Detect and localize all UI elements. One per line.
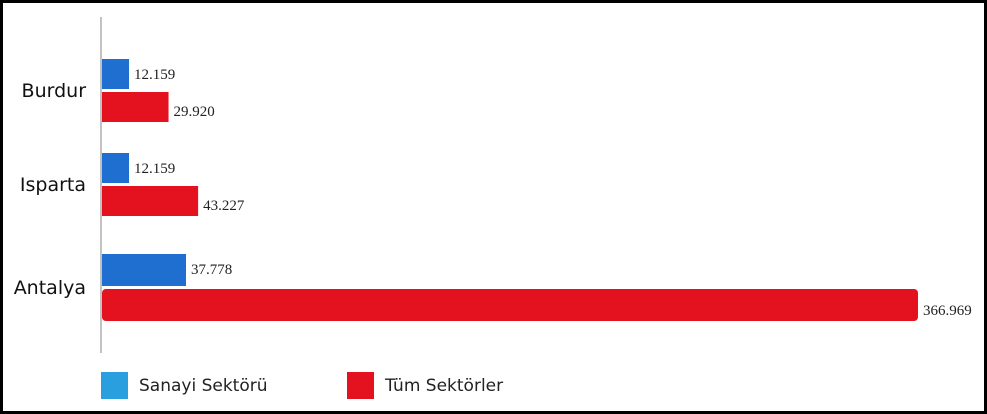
legend-label-tum: Tüm Sektörler bbox=[384, 376, 503, 396]
legend-swatch-tum bbox=[347, 372, 374, 399]
value-label-t-m-sekt-rler-burdur: 29.920 bbox=[174, 104, 215, 120]
bar-sanayi-sekt-r--antalya bbox=[102, 254, 187, 286]
legend: Sanayi Sektörü Tüm Sektörler bbox=[101, 372, 503, 399]
legend-label-sanayi: Sanayi Sektörü bbox=[139, 376, 268, 396]
category-label-antalya: Antalya bbox=[14, 277, 86, 299]
value-label-sanayi-sekt-r--isparta: 12.159 bbox=[134, 161, 175, 177]
value-label-sanayi-sekt-r--burdur: 12.159 bbox=[134, 67, 175, 83]
value-label-t-m-sekt-rler-isparta: 43.227 bbox=[203, 198, 245, 214]
bar-t-m-sekt-rler-antalya bbox=[102, 289, 918, 321]
value-label-sanayi-sekt-r--antalya: 37.778 bbox=[191, 262, 232, 278]
bar-t-m-sekt-rler-burdur bbox=[102, 92, 169, 122]
bar-chart: Burdur 12.159 29.920 Isparta 12.159 43.227 Ant… bbox=[14, 17, 972, 399]
bars-layer: Burdur 12.159 29.920 Isparta 12.159 43.227 Ant… bbox=[14, 59, 972, 321]
bar-t-m-sekt-rler-isparta bbox=[102, 186, 199, 216]
legend-swatch-sanayi bbox=[101, 372, 128, 399]
category-label-isparta: Isparta bbox=[20, 174, 86, 196]
bar-sanayi-sekt-r--burdur bbox=[102, 59, 130, 89]
bar-sanayi-sekt-r--isparta bbox=[102, 153, 130, 183]
value-label-t-m-sekt-rler-antalya: 366.969 bbox=[923, 303, 972, 319]
category-label-burdur: Burdur bbox=[22, 80, 87, 102]
